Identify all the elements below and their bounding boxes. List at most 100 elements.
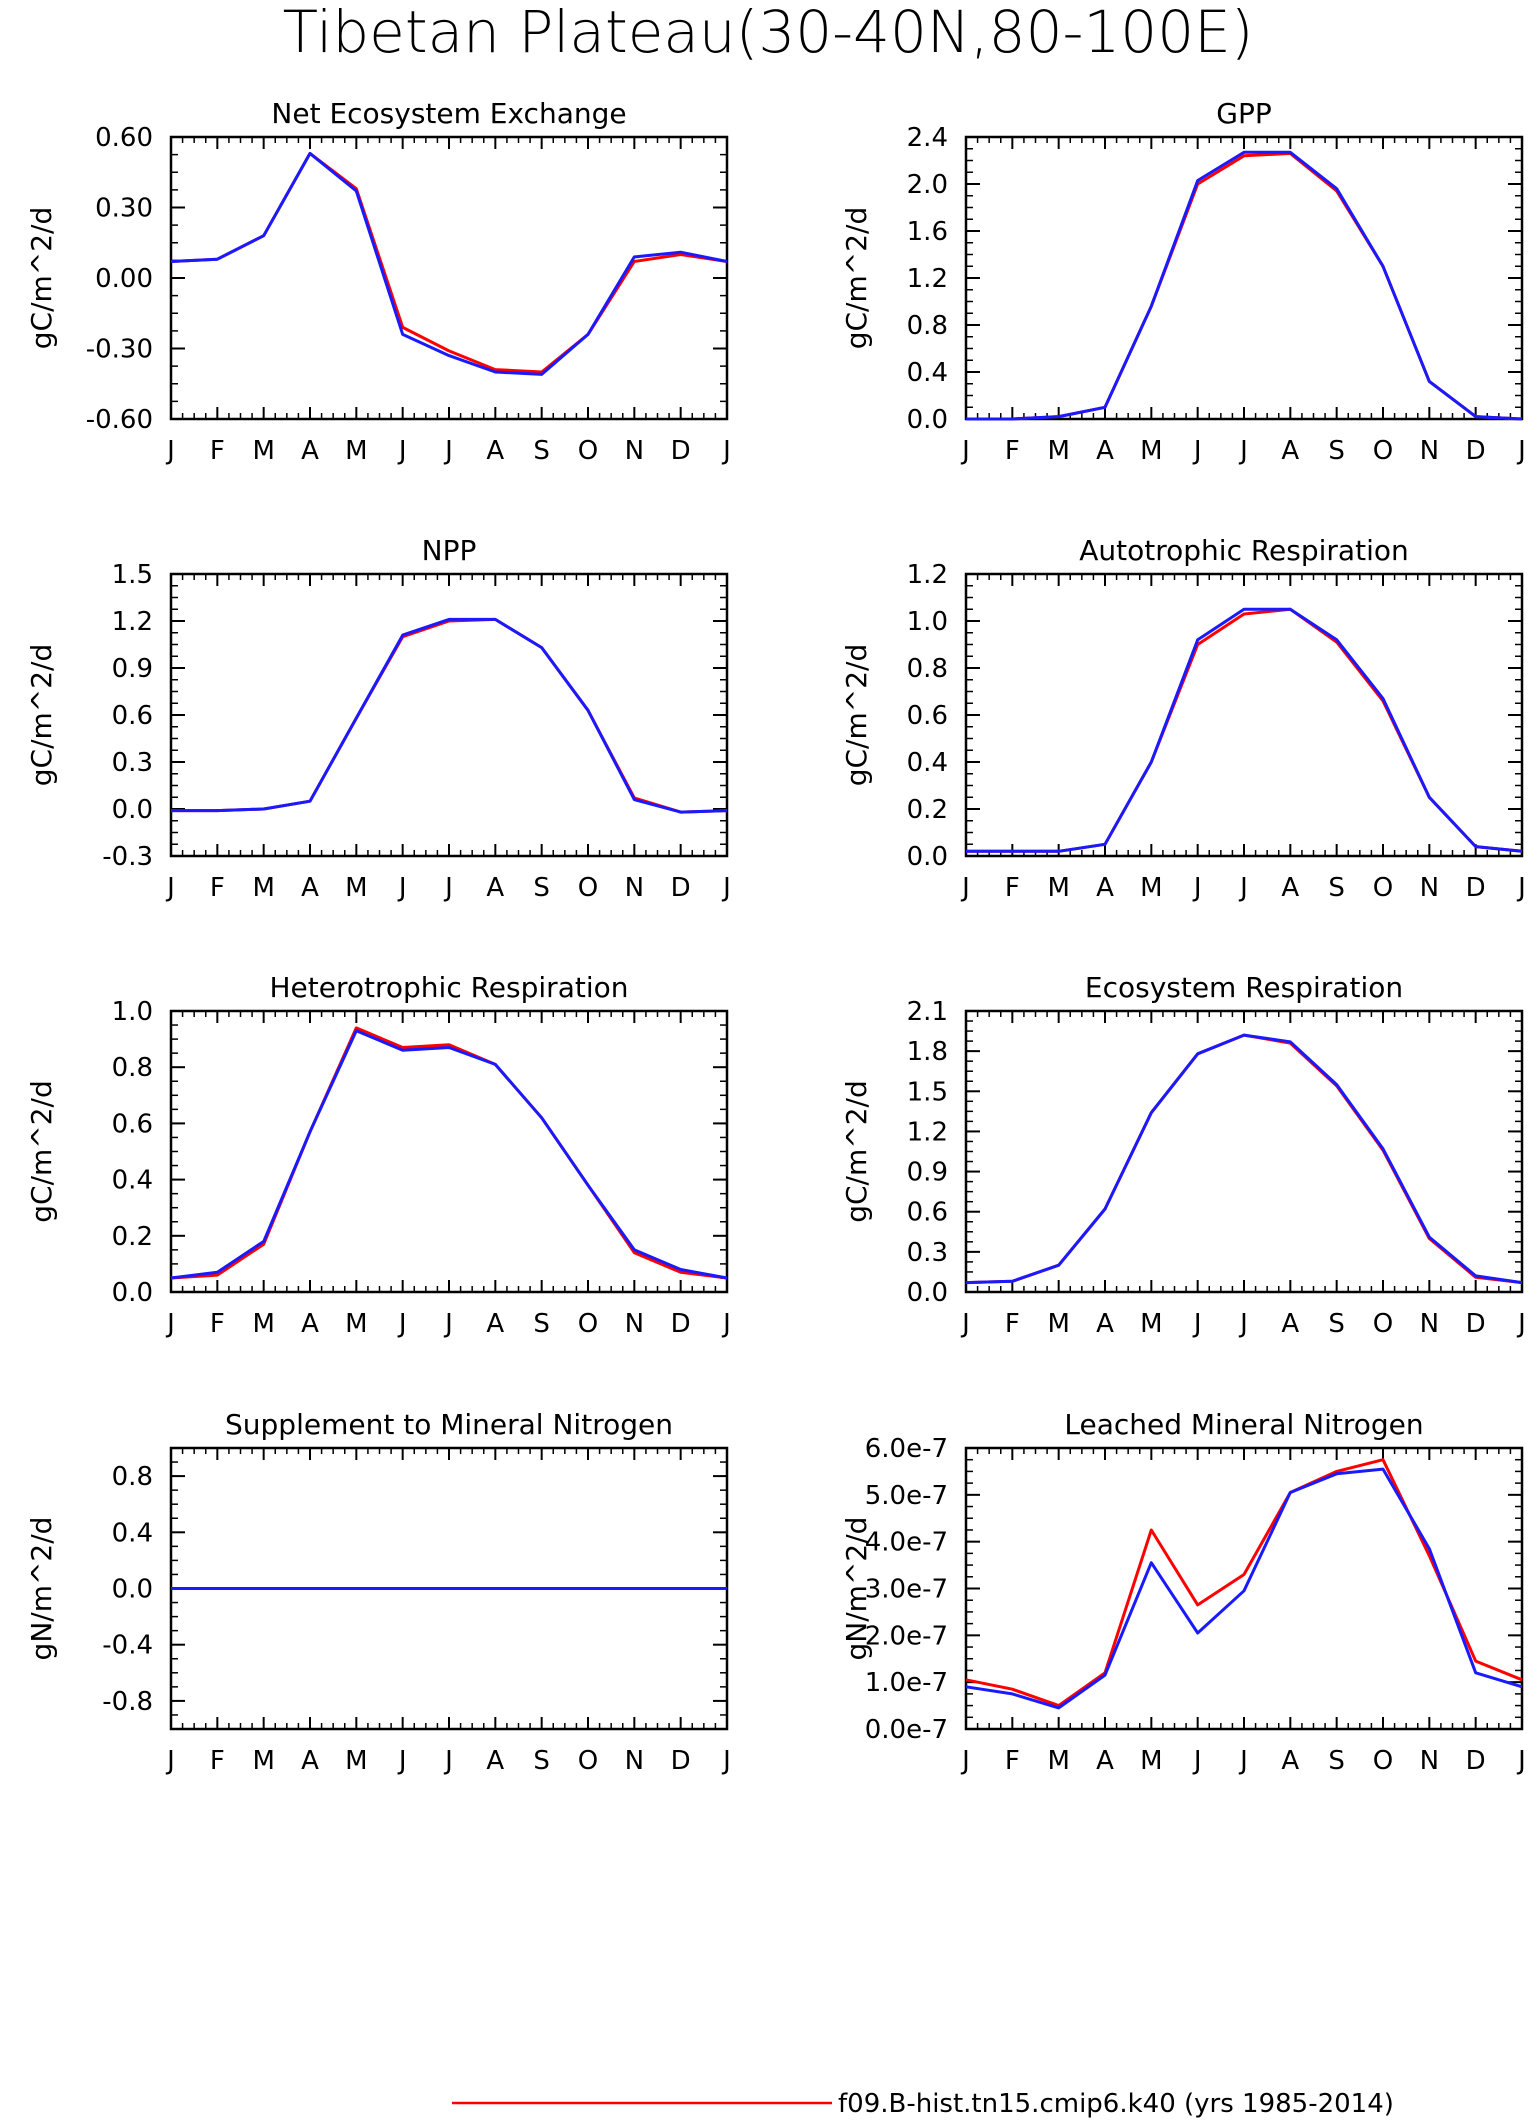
plot-frame: [169, 572, 729, 858]
x-tick-label: A: [1281, 873, 1299, 903]
series-line-blue: [170, 1029, 728, 1280]
series-line-blue: [171, 617, 728, 814]
x-tick-label: J: [1192, 436, 1202, 466]
y-tick-label: 1.6: [907, 217, 948, 247]
x-tick-label: O: [578, 436, 598, 466]
x-tick-label: S: [1328, 873, 1345, 903]
panel-title: Heterotrophic Respiration: [270, 971, 629, 1004]
y-tick-label: 1.2: [112, 607, 153, 637]
panel-title: Leached Mineral Nitrogen: [1064, 1408, 1423, 1441]
plot-frame: [964, 135, 1524, 421]
series-line-blue: [966, 607, 1523, 853]
x-tick-label: M: [345, 873, 367, 903]
x-tick-label: J: [1238, 1309, 1248, 1339]
x-tick-label: N: [1420, 1746, 1439, 1776]
panel-title: Autotrophic Respiration: [1079, 534, 1408, 567]
x-tick-label: S: [533, 873, 550, 903]
x-tick-label: A: [486, 436, 504, 466]
x-tick-label: A: [1281, 1309, 1299, 1339]
y-tick-label: 0.4: [112, 1518, 153, 1548]
x-tick-label: F: [1005, 1309, 1020, 1339]
x-tick-label: J: [960, 436, 970, 466]
series-line-red: [966, 151, 1523, 421]
x-tick-label: M: [252, 1746, 274, 1776]
x-tick-label: A: [301, 873, 319, 903]
y-tick-label: 0.0: [112, 1278, 153, 1308]
y-tick-label: 0.6: [112, 701, 153, 731]
y-tick-label: 1.8: [907, 1037, 948, 1067]
y-tick-label: 2.1: [907, 997, 948, 1027]
x-tick-label: M: [1047, 1309, 1069, 1339]
x-tick-label: J: [165, 1309, 175, 1339]
x-tick-label: A: [486, 873, 504, 903]
x-tick-label: J: [1516, 1309, 1526, 1339]
x-tick-label: F: [210, 1746, 225, 1776]
x-tick-label: J: [1192, 1746, 1202, 1776]
x-tick-label: F: [1005, 1746, 1020, 1776]
series-line-blue: [965, 1467, 1523, 1710]
x-tick-label: O: [1373, 1746, 1393, 1776]
x-tick-label: D: [1466, 436, 1486, 466]
x-tick-label: M: [1047, 873, 1069, 903]
x-tick-label: J: [1192, 873, 1202, 903]
x-tick-label: D: [1466, 1309, 1486, 1339]
x-tick-label: A: [1096, 1309, 1114, 1339]
y-tick-label: -0.30: [86, 335, 153, 365]
y-tick-label: 2.4: [907, 123, 948, 153]
x-tick-label: J: [1192, 1309, 1202, 1339]
x-tick-label: N: [625, 436, 644, 466]
x-tick-label: J: [1516, 436, 1526, 466]
x-tick-label: D: [1466, 1746, 1486, 1776]
y-tick-label: 0.8: [112, 1053, 153, 1083]
x-tick-label: N: [625, 873, 644, 903]
y-tick-label: 0.9: [907, 1158, 948, 1188]
x-tick-label: O: [578, 1309, 598, 1339]
x-tick-label: J: [397, 1309, 407, 1339]
series-line-red: [965, 1458, 1523, 1708]
x-tick-label: J: [721, 873, 731, 903]
y-tick-label: 0.6: [907, 701, 948, 731]
x-tick-label: N: [625, 1746, 644, 1776]
panel-title: GPP: [1216, 97, 1271, 130]
y-axis-label: gC/m^2/d: [25, 1080, 58, 1223]
x-tick-label: S: [1328, 1746, 1345, 1776]
x-tick-label: J: [397, 1746, 407, 1776]
x-tick-label: M: [252, 1309, 274, 1339]
x-tick-label: M: [345, 436, 367, 466]
series-line-red: [170, 151, 728, 374]
y-tick-label: -0.60: [86, 405, 153, 435]
series-line-red: [171, 617, 728, 814]
x-tick-label: S: [533, 1309, 550, 1339]
y-tick-label: 0.2: [112, 1222, 153, 1252]
y-tick-label: 0.4: [907, 748, 948, 778]
x-tick-label: M: [1140, 1309, 1162, 1339]
y-tick-label: 0.6: [112, 1109, 153, 1139]
x-tick-label: A: [301, 436, 319, 466]
y-tick-label: 1.5: [907, 1077, 948, 1107]
y-tick-label: 0.8: [907, 311, 948, 341]
y-tick-label: 2.0: [907, 170, 948, 200]
x-tick-label: D: [671, 436, 691, 466]
y-tick-label: 0.9: [112, 654, 153, 684]
x-tick-label: A: [486, 1746, 504, 1776]
x-tick-label: M: [1140, 1746, 1162, 1776]
x-tick-label: M: [345, 1746, 367, 1776]
y-axis-label: gC/m^2/d: [25, 207, 58, 350]
x-tick-label: J: [165, 1746, 175, 1776]
x-tick-label: J: [721, 436, 731, 466]
y-tick-label: 1.0e-7: [865, 1668, 948, 1698]
y-tick-label: 0.3: [907, 1238, 948, 1268]
y-tick-label: -0.4: [102, 1631, 153, 1661]
x-tick-label: D: [671, 873, 691, 903]
x-tick-label: N: [1420, 1309, 1439, 1339]
y-tick-label: 5.0e-7: [865, 1481, 948, 1511]
x-tick-label: J: [397, 873, 407, 903]
y-tick-label: -0.3: [102, 842, 153, 872]
x-tick-label: S: [1328, 1309, 1345, 1339]
